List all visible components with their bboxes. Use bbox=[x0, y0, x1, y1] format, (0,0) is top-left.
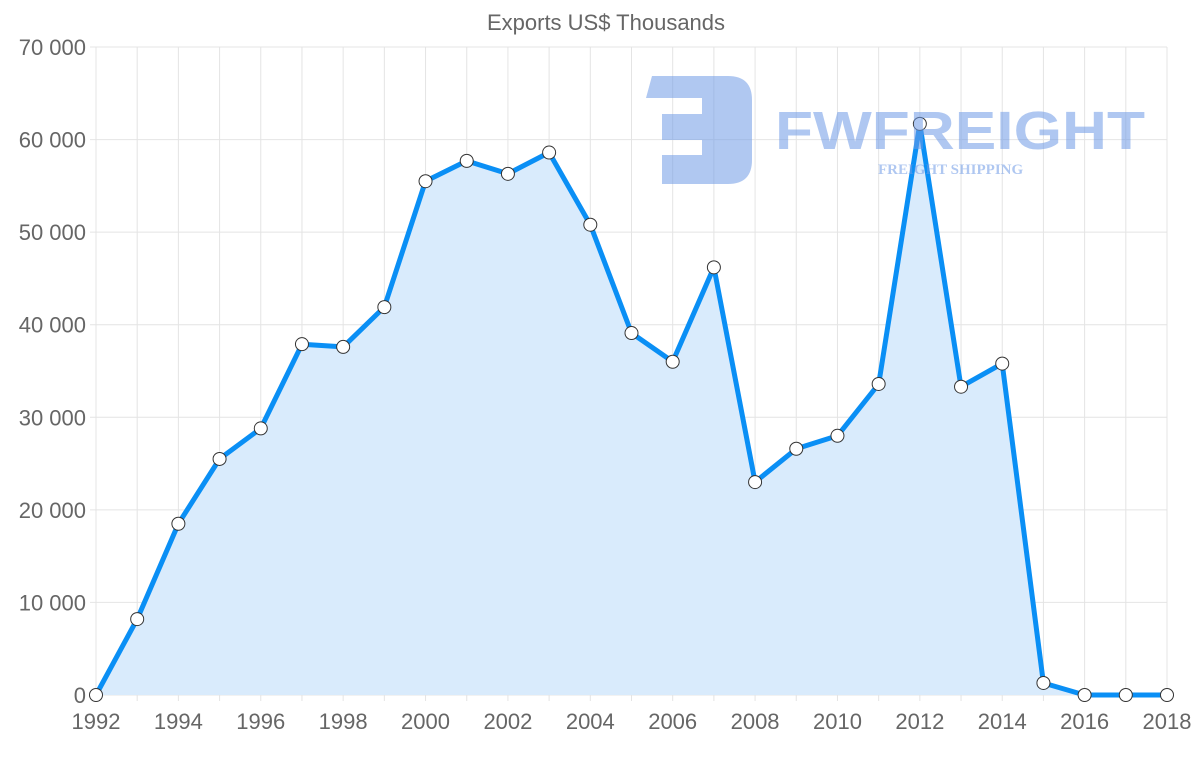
data-point-1999[interactable] bbox=[377, 300, 392, 315]
x-tick-label: 2016 bbox=[1060, 709, 1109, 734]
y-tick-label: 40 000 bbox=[19, 313, 86, 338]
y-tick-label: 10 000 bbox=[19, 590, 86, 615]
data-point-2008[interactable] bbox=[748, 475, 763, 490]
data-point-1997[interactable] bbox=[294, 337, 309, 352]
data-point-2006[interactable] bbox=[665, 354, 680, 369]
data-point-2012[interactable] bbox=[912, 116, 927, 131]
data-point-2005[interactable] bbox=[624, 326, 639, 341]
data-point-2004[interactable] bbox=[583, 217, 598, 232]
data-point-1996[interactable] bbox=[253, 421, 268, 436]
x-tick-label: 2014 bbox=[978, 709, 1027, 734]
y-tick-label: 70 000 bbox=[19, 35, 86, 60]
watermark-logo-icon bbox=[646, 76, 752, 184]
x-tick-label: 2012 bbox=[895, 709, 944, 734]
x-tick-label: 2018 bbox=[1143, 709, 1192, 734]
data-point-1995[interactable] bbox=[212, 451, 227, 466]
data-point-2007[interactable] bbox=[706, 260, 721, 275]
x-tick-label: 2002 bbox=[483, 709, 532, 734]
x-tick-label: 2004 bbox=[566, 709, 615, 734]
data-point-2015[interactable] bbox=[1036, 675, 1051, 690]
data-points bbox=[89, 116, 1174, 702]
data-point-1992[interactable] bbox=[89, 688, 103, 702]
data-point-1998[interactable] bbox=[336, 339, 351, 354]
watermark-tagline: FREIGHT SHIPPING bbox=[878, 162, 1023, 178]
x-tick-label: 2006 bbox=[648, 709, 697, 734]
data-point-2011[interactable] bbox=[871, 376, 886, 391]
y-tick-label: 0 bbox=[74, 683, 86, 708]
watermark-brand: FWFREIGHT bbox=[775, 101, 1145, 161]
x-tick-label: 2008 bbox=[731, 709, 780, 734]
y-tick-label: 30 000 bbox=[19, 405, 86, 430]
x-tick-label: 1996 bbox=[236, 709, 285, 734]
watermark-logo: FWFREIGHT FREIGHT SHIPPING bbox=[646, 76, 1145, 184]
x-tick-label: 2010 bbox=[813, 709, 862, 734]
data-point-2016[interactable] bbox=[1077, 688, 1092, 702]
x-tick-label: 1994 bbox=[154, 709, 203, 734]
data-point-1994[interactable] bbox=[171, 516, 186, 531]
data-point-2018[interactable] bbox=[1160, 688, 1174, 702]
data-point-2013[interactable] bbox=[954, 379, 969, 394]
data-point-2003[interactable] bbox=[542, 145, 557, 160]
data-point-2001[interactable] bbox=[459, 153, 474, 168]
y-tick-label: 60 000 bbox=[19, 128, 86, 153]
data-point-2000[interactable] bbox=[418, 174, 433, 189]
x-tick-label: 2000 bbox=[401, 709, 450, 734]
y-tick-label: 20 000 bbox=[19, 498, 86, 523]
y-axis: 0 10 000 20 000 30 000 40 000 50 000 60 000 70 … bbox=[19, 35, 86, 708]
data-point-2014[interactable] bbox=[995, 356, 1010, 371]
data-point-2017[interactable] bbox=[1118, 688, 1133, 702]
chart-title: Exports US$ Thousands bbox=[487, 10, 725, 35]
x-tick-label: 1998 bbox=[319, 709, 368, 734]
data-point-1993[interactable] bbox=[130, 612, 145, 627]
x-axis: 1992 1994 1996 1998 2000 2002 2004 2006 2008 2010… bbox=[72, 709, 1192, 734]
data-point-2002[interactable] bbox=[500, 166, 515, 181]
y-tick-label: 50 000 bbox=[19, 220, 86, 245]
x-tick-label: 1992 bbox=[72, 709, 121, 734]
data-point-2009[interactable] bbox=[789, 441, 804, 456]
data-point-2010[interactable] bbox=[830, 428, 845, 443]
